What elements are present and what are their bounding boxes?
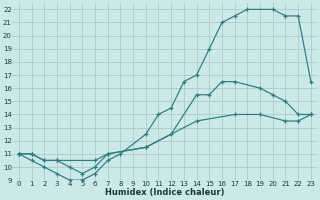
X-axis label: Humidex (Indice chaleur): Humidex (Indice chaleur) [105, 188, 225, 197]
